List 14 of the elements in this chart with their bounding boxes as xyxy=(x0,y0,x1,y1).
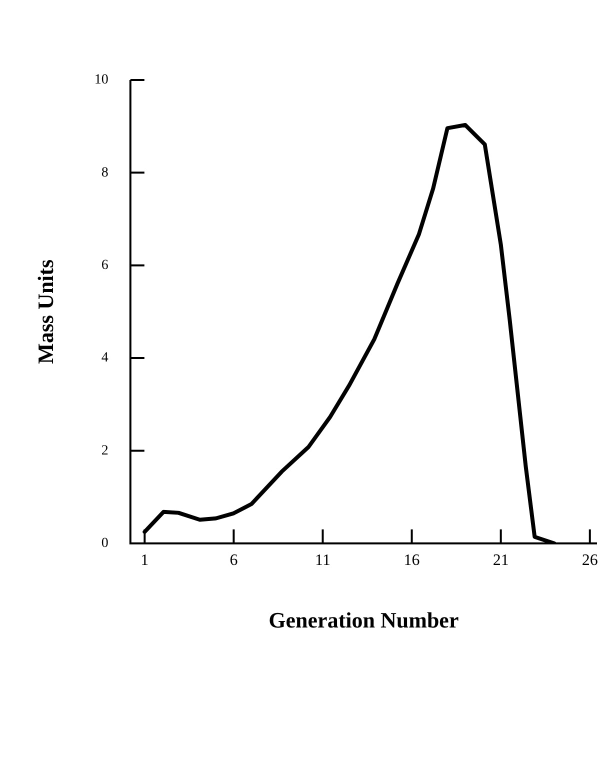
x-tick-label: 1 xyxy=(140,552,149,570)
y-tick-label: 0 xyxy=(101,536,108,552)
x-axis-title: Generation Number xyxy=(268,607,459,632)
y-tick-label: 4 xyxy=(101,350,108,366)
y-tick-label: 2 xyxy=(101,443,108,458)
y-axis-title: Mass Units xyxy=(32,259,58,364)
x-tick-label: 11 xyxy=(315,552,330,570)
x-tick-label: 6 xyxy=(230,552,238,570)
x-tick-label: 21 xyxy=(492,552,509,570)
y-tick-label: 6 xyxy=(101,258,108,274)
x-tick-label: 26 xyxy=(582,552,598,570)
y-tick-label: 8 xyxy=(101,165,108,180)
y-tick-label: 10 xyxy=(94,72,108,88)
x-tick-label: 16 xyxy=(404,552,420,570)
